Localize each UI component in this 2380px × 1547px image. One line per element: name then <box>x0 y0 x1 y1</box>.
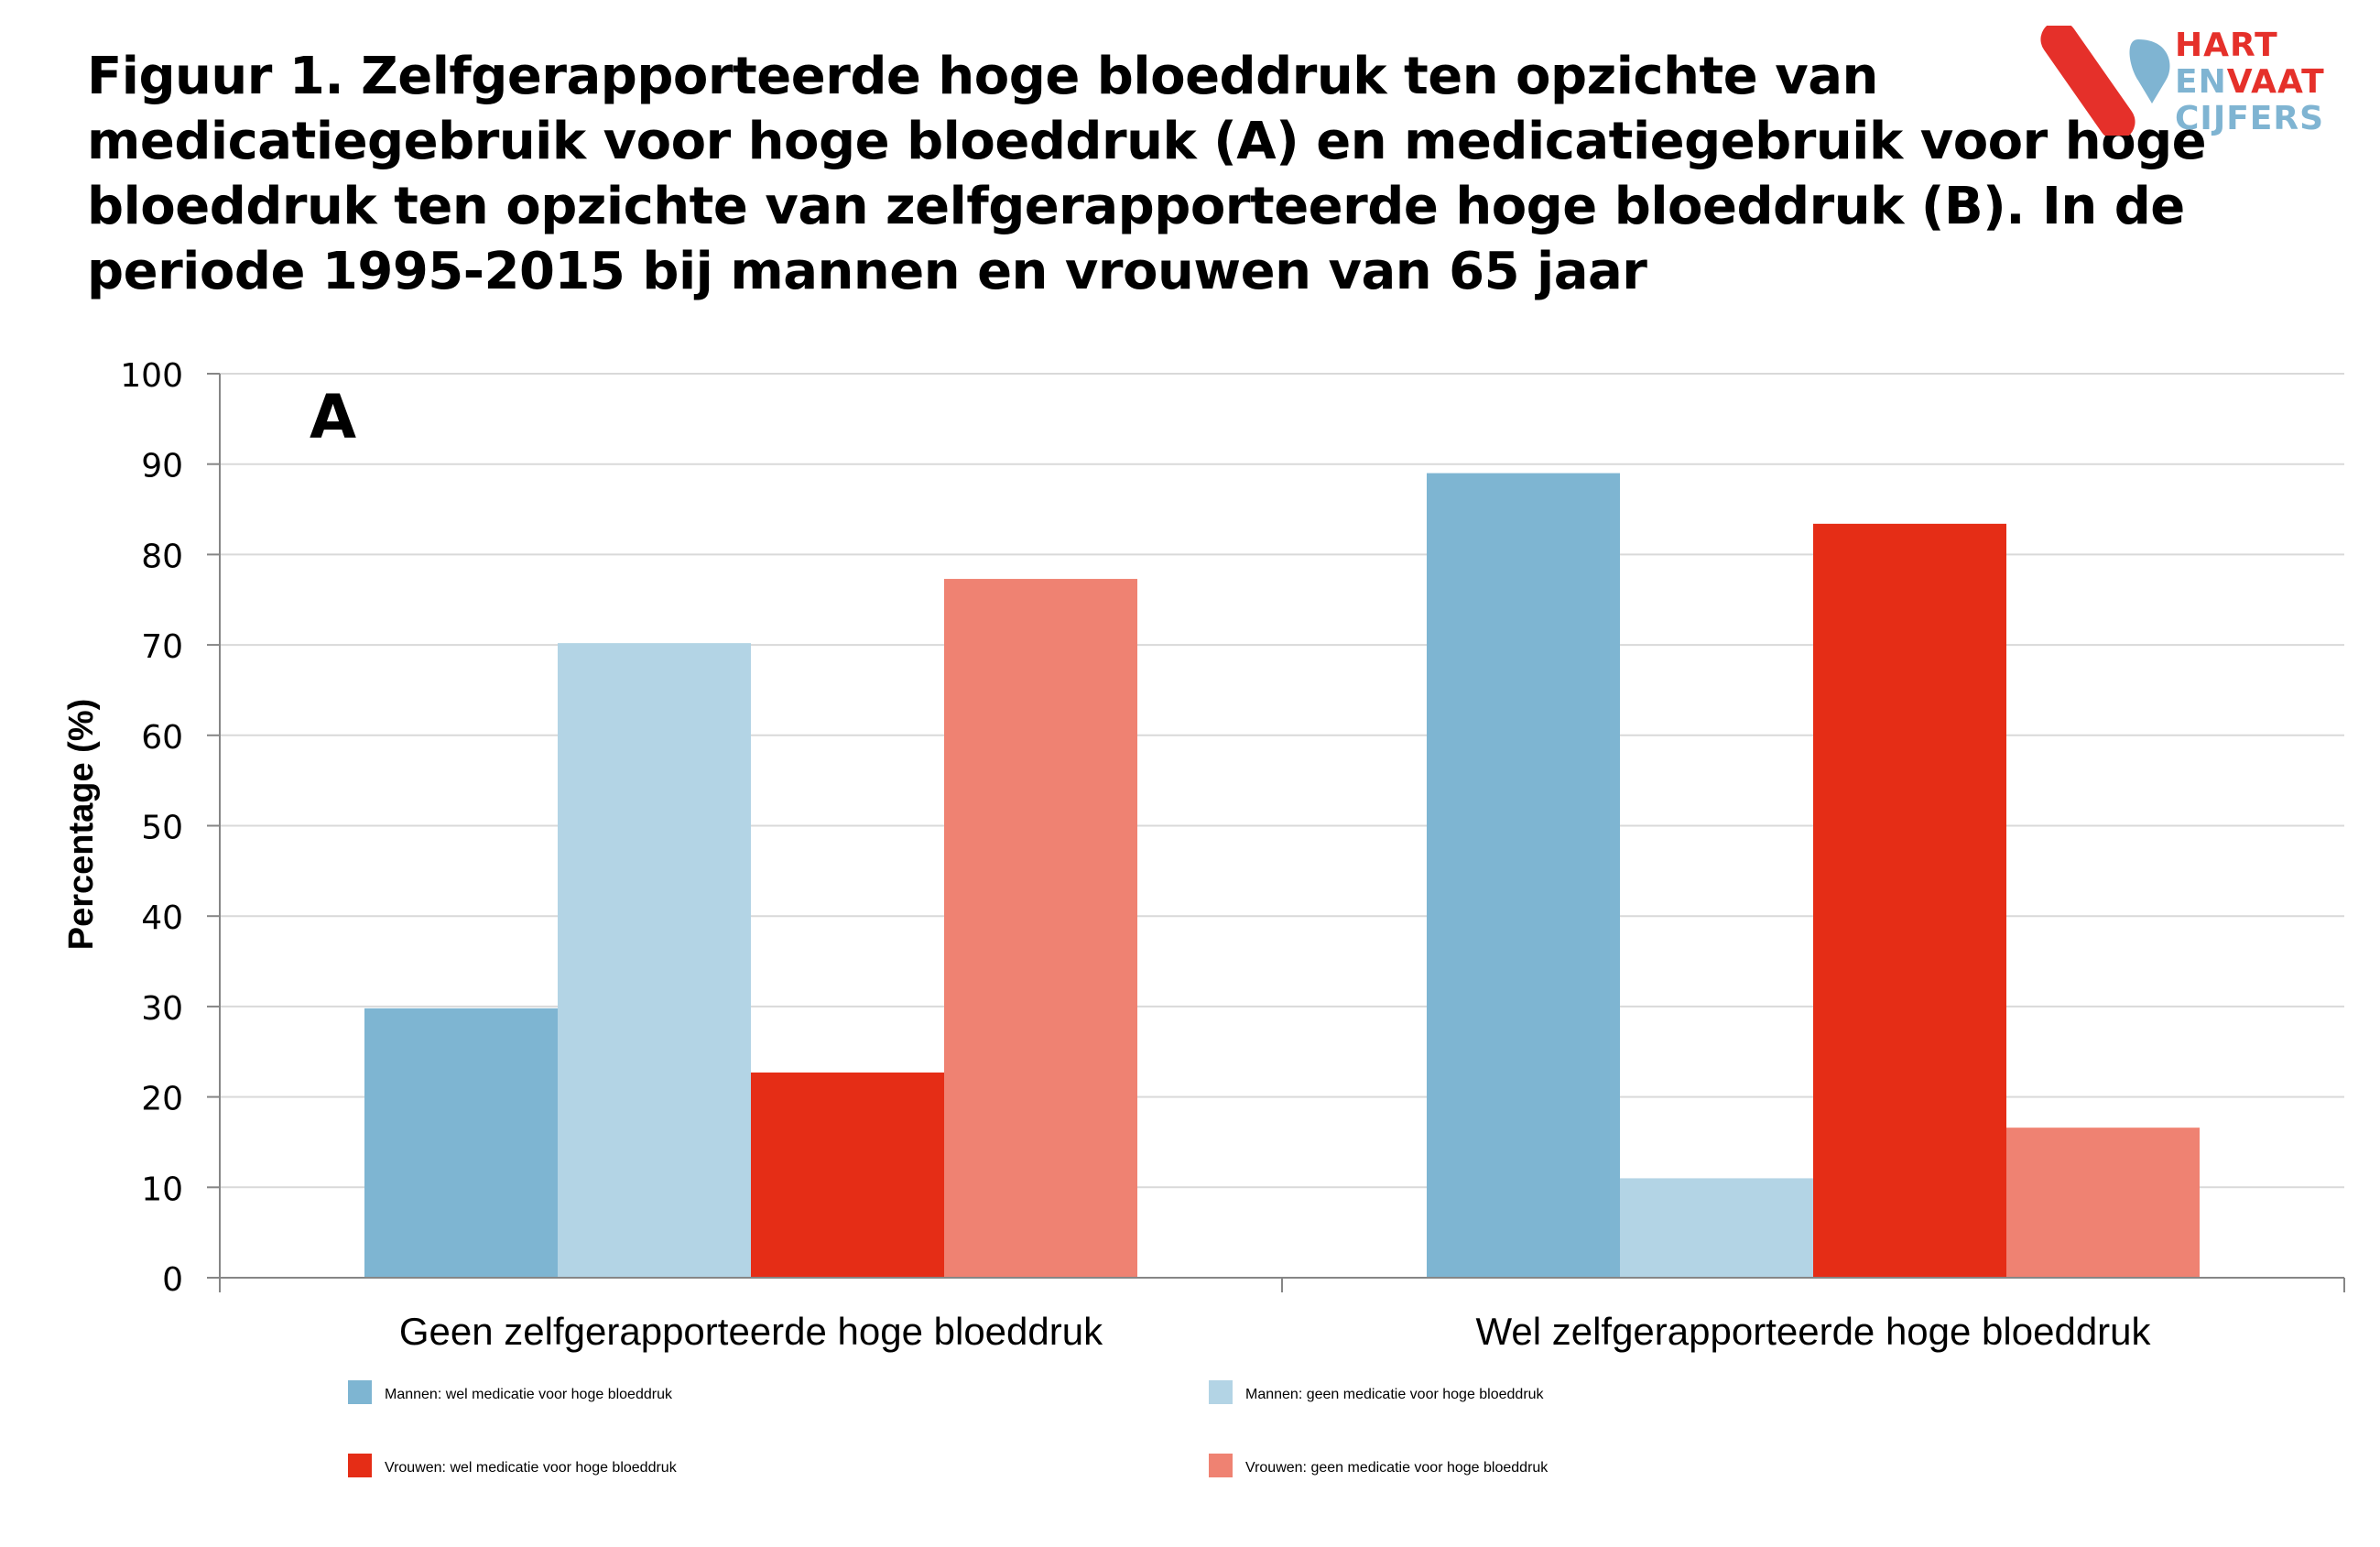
chart-title: Figuur 1. Zelfgerapporteerde hoge bloedd… <box>87 44 2207 304</box>
hartenvaat-logo-icon <box>2040 26 2170 136</box>
bar <box>944 579 1137 1278</box>
y-tick-label: 50 <box>141 810 183 847</box>
bar <box>2006 1128 2200 1278</box>
logo-word-en: EN <box>2175 63 2227 101</box>
logo-blue-drop <box>2129 39 2170 103</box>
x-category-label: Geen zelfgerapporteerde hoge bloeddruk <box>399 1310 1103 1353</box>
y-tick-label: 60 <box>141 719 183 757</box>
logo-word-vaat: VAAT <box>2226 63 2325 101</box>
legend-item: Mannen: geen medicatie voor hoge bloeddr… <box>1209 1380 1544 1407</box>
y-tick-label: 100 <box>120 357 183 395</box>
chart-title-line: Figuur 1. Zelfgerapporteerde hoge bloedd… <box>87 47 1878 106</box>
logo-line-cijfers: CIJFERS <box>2175 100 2325 137</box>
legend-swatch <box>1209 1380 1233 1404</box>
chart-title-line: bloeddruk ten opzichte van zelfgerapport… <box>87 177 2185 236</box>
legend-swatch <box>348 1454 372 1477</box>
chart-title-line: periode 1995-2015 bij mannen en vrouwen … <box>87 242 1647 301</box>
y-tick-label: 40 <box>141 899 183 937</box>
y-tick-label: 90 <box>141 448 183 485</box>
legend-item: Vrouwen: wel medicatie voor hoge bloeddr… <box>348 1454 677 1480</box>
bar <box>364 1008 558 1278</box>
chart-title-line: medicatiegebruik voor hoge bloeddruk (A)… <box>87 112 2207 171</box>
legend-label: Mannen: geen medicatie voor hoge bloeddr… <box>1245 1387 1544 1402</box>
y-axis-label: Percentage (%) <box>62 699 101 951</box>
bar <box>558 643 751 1278</box>
logo-line-hart: HART <box>2175 27 2278 64</box>
panel-label: A <box>310 382 356 452</box>
y-tick-label: 0 <box>162 1261 183 1299</box>
y-tick-label: 20 <box>141 1081 183 1118</box>
bar <box>751 1072 944 1278</box>
legend-label: Mannen: wel medicatie voor hoge bloeddru… <box>385 1387 672 1402</box>
x-category-label: Wel zelfgerapporteerde hoge bloeddruk <box>1475 1310 2151 1353</box>
logo-line-envaat: ENVAAT <box>2175 64 2325 101</box>
axes: 0 10 20 30 40 50 60 70 80 90 100 Geen zelfgerapport… <box>120 357 2345 1353</box>
legend-swatch <box>348 1380 372 1404</box>
legend-swatch <box>1209 1454 1233 1477</box>
bar <box>1427 473 1620 1278</box>
legend-label: Vrouwen: geen medicatie voor hoge bloedd… <box>1245 1460 1549 1476</box>
legend-item: Mannen: wel medicatie voor hoge bloeddru… <box>348 1380 672 1407</box>
bar <box>1813 523 2006 1278</box>
y-tick-label: 80 <box>141 538 183 575</box>
logo-text: HART ENVAAT CIJFERS <box>2175 27 2325 137</box>
logo-red-stroke <box>2040 26 2135 136</box>
y-tick-label: 70 <box>141 628 183 666</box>
bars <box>364 473 2200 1278</box>
legend-item: Vrouwen: geen medicatie voor hoge bloedd… <box>1209 1454 1549 1480</box>
y-tick-label: 10 <box>141 1171 183 1208</box>
bar <box>1620 1178 1813 1278</box>
y-tick-label: 30 <box>141 990 183 1028</box>
legend-label: Vrouwen: wel medicatie voor hoge bloeddr… <box>385 1460 677 1476</box>
